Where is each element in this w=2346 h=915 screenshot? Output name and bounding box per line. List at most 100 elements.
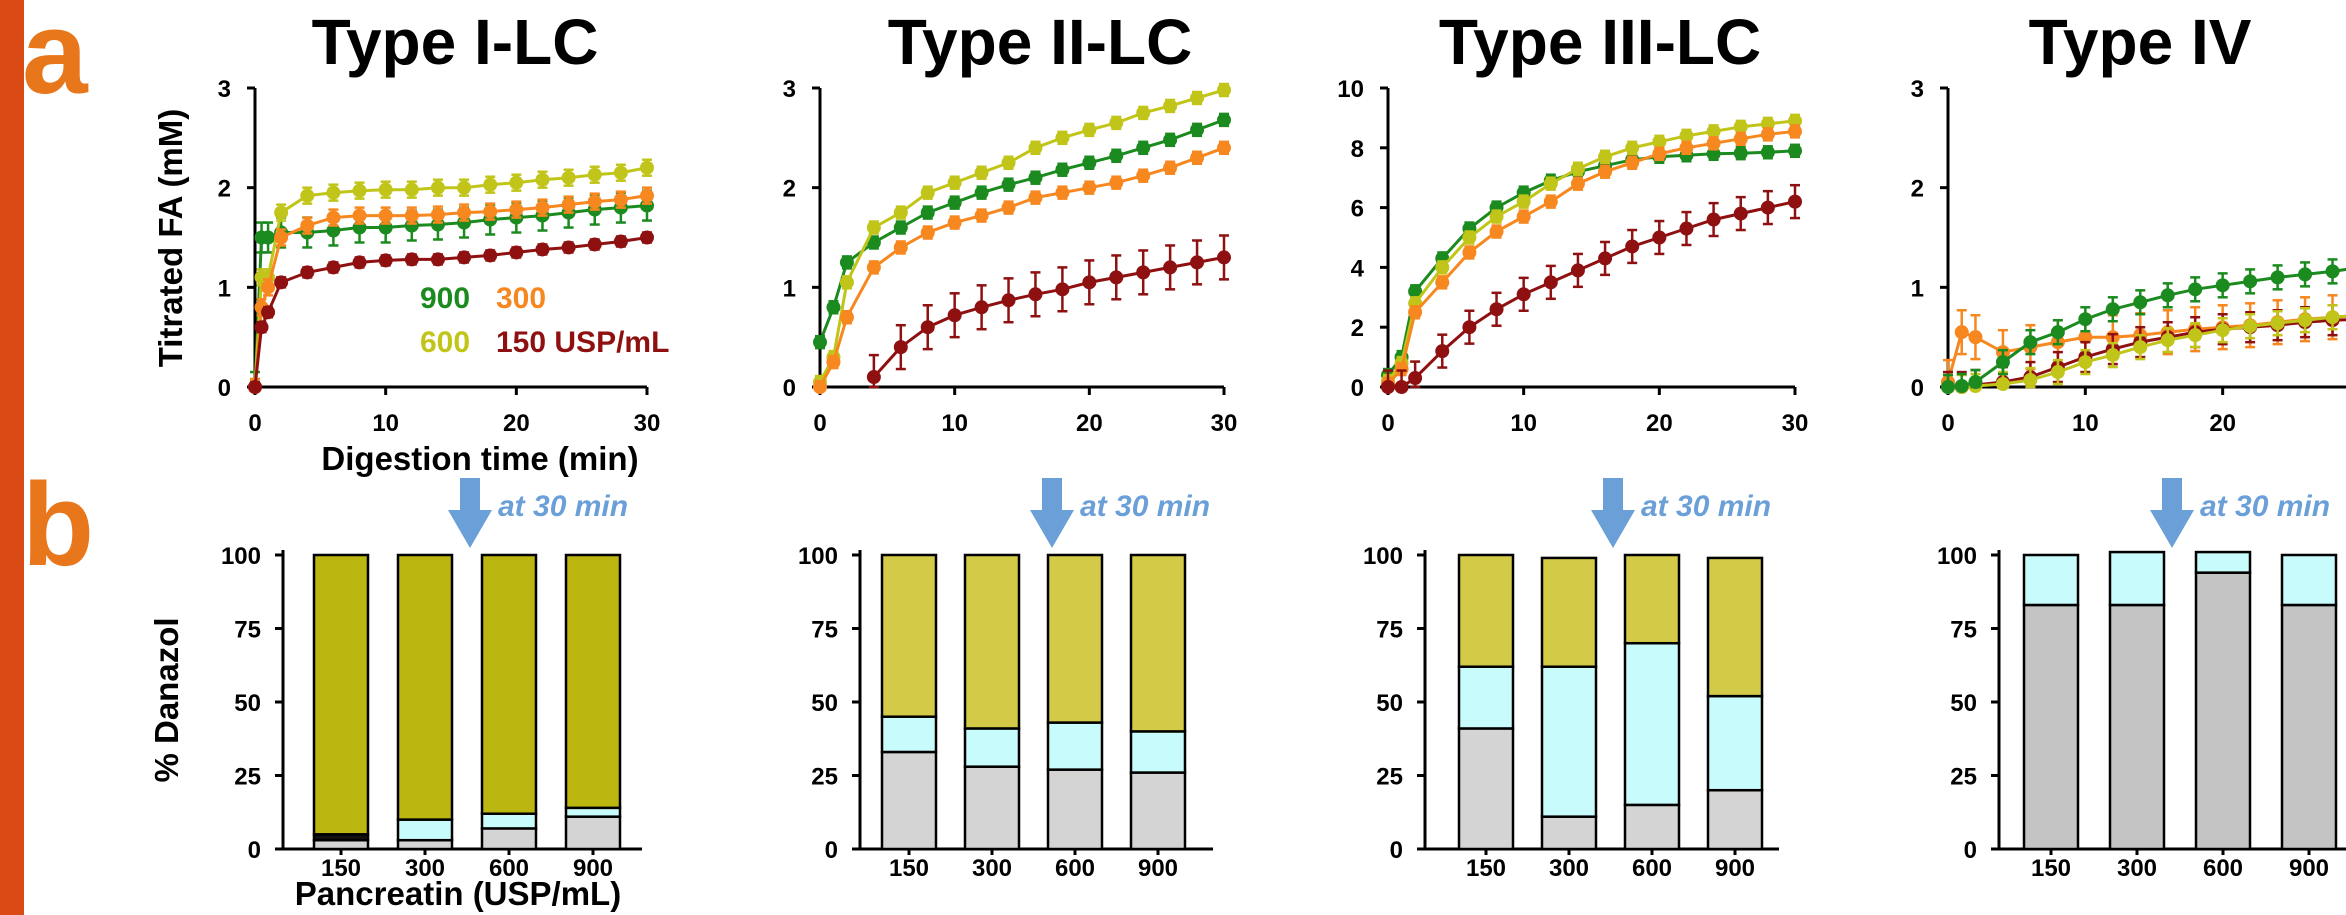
data-point <box>2023 373 2038 388</box>
data-point <box>1001 293 1016 308</box>
data-point <box>1163 160 1178 175</box>
y-tick-label: 25 <box>1950 764 1977 791</box>
line-chart-4: Type IV 0 1 2 3 0 10 20 <box>1911 6 2346 437</box>
x-tick-label: 30 <box>634 410 661 437</box>
data-point <box>1136 140 1151 155</box>
data-point <box>1489 209 1504 224</box>
data-point <box>1598 164 1613 179</box>
x-tick-label: 150 <box>321 855 361 882</box>
series-line <box>818 88 1225 383</box>
data-point <box>404 182 419 197</box>
legend-900: 900 <box>420 282 470 315</box>
series-150 <box>866 234 1231 389</box>
x-tick-label: 0 <box>1941 410 1954 437</box>
x-tick-label: 30 <box>1782 410 1809 437</box>
data-point <box>1652 230 1667 245</box>
bar-segment <box>480 553 538 815</box>
data-point <box>1652 146 1667 161</box>
data-point <box>947 175 962 190</box>
data-point <box>509 245 524 260</box>
bar-segment <box>963 553 1021 730</box>
data-point <box>1408 305 1423 320</box>
data-point <box>404 252 419 267</box>
data-point <box>483 177 498 192</box>
y-tick-label: 25 <box>811 764 838 791</box>
y-tick-label: 6 <box>1351 196 1364 223</box>
y-tick-label: 3 <box>783 76 796 103</box>
bar-segment <box>2194 550 2252 574</box>
x-tick-label: 150 <box>889 855 929 882</box>
y-tick-label: 0 <box>783 375 796 402</box>
x-tick-label: 300 <box>972 855 1012 882</box>
data-point <box>1001 155 1016 170</box>
data-point <box>1055 282 1070 297</box>
data-point <box>1136 105 1151 120</box>
data-point <box>893 205 908 220</box>
data-point <box>1543 275 1558 290</box>
y-tick-label: 75 <box>1376 617 1403 644</box>
bar-segment <box>2280 603 2338 851</box>
y-tick-label: 2 <box>1911 176 1924 203</box>
data-point <box>1954 325 1969 340</box>
data-point <box>1028 287 1043 302</box>
data-point <box>1163 260 1178 275</box>
y-tick-label: 2 <box>783 176 796 203</box>
data-point <box>826 300 841 315</box>
data-point <box>1217 140 1231 155</box>
data-point <box>1394 380 1409 394</box>
data-point <box>1968 375 1983 390</box>
data-point <box>920 185 935 200</box>
bar-segment <box>880 553 938 718</box>
data-point <box>561 170 576 185</box>
bar-segment <box>963 727 1021 768</box>
series-line <box>818 118 1225 343</box>
x-tick-label: 0 <box>1381 410 1394 437</box>
data-point <box>561 197 576 212</box>
data-point <box>1028 170 1043 185</box>
data-point <box>1462 320 1477 335</box>
bar-segment <box>963 765 1021 851</box>
data-point <box>2050 325 2065 340</box>
data-point <box>974 165 989 180</box>
legend-600: 600 <box>420 326 470 359</box>
data-point <box>404 208 419 223</box>
y-tick-label: 1 <box>218 275 231 302</box>
data-point <box>457 215 472 230</box>
data-point <box>274 205 289 220</box>
arrow-annotation-3: at 30 min <box>1591 478 1771 548</box>
bar-segment <box>1457 665 1515 730</box>
series-900 <box>1941 258 2346 394</box>
bar-segment <box>312 553 370 836</box>
x-tick-label: 0 <box>813 410 826 437</box>
data-point <box>326 223 341 238</box>
data-point <box>1489 302 1504 317</box>
data-point <box>1190 150 1205 165</box>
data-point <box>1516 287 1531 302</box>
data-point <box>254 320 269 335</box>
bar-segment <box>396 818 454 842</box>
data-point <box>1408 284 1423 299</box>
data-point <box>1489 224 1504 239</box>
bar-segment <box>2022 603 2080 851</box>
y-tick-label: 0 <box>1964 837 1977 864</box>
data-point <box>483 204 498 219</box>
data-point <box>509 175 524 190</box>
data-point <box>1001 177 1016 192</box>
arrow-label: at 30 min <box>2200 490 2330 523</box>
data-point <box>866 260 881 275</box>
data-point <box>1055 162 1070 177</box>
legend-300: 300 <box>496 282 546 315</box>
data-point <box>1082 155 1097 170</box>
data-point <box>2050 365 2065 380</box>
data-point <box>1968 330 1983 345</box>
series-300 <box>813 140 1231 394</box>
y-tick-label: 3 <box>1911 76 1924 103</box>
x-tick-label: 10 <box>372 410 399 437</box>
data-point <box>1733 131 1748 146</box>
data-point <box>561 240 576 255</box>
data-point <box>378 253 393 268</box>
data-point <box>326 210 341 225</box>
data-point <box>813 380 827 394</box>
data-point <box>1408 371 1423 386</box>
bar-segment <box>1540 665 1598 818</box>
